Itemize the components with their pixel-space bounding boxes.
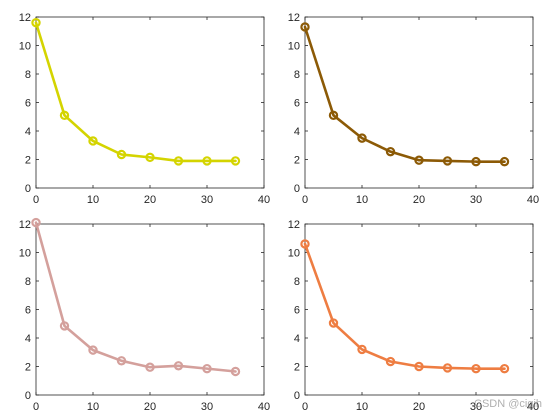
data-point xyxy=(145,362,155,372)
x-tick-label: 40 xyxy=(258,194,270,206)
x-tick-label: 20 xyxy=(413,401,425,413)
series-line xyxy=(303,25,506,163)
y-tick-label: 12 xyxy=(288,219,300,231)
x-tick-label: 40 xyxy=(527,401,539,413)
data-point xyxy=(59,110,70,121)
y-tick-label: 0 xyxy=(25,183,31,195)
x-tick-label: 30 xyxy=(201,194,213,206)
data-point xyxy=(202,156,212,166)
x-tick-label: 40 xyxy=(258,401,270,413)
data-point xyxy=(300,239,310,249)
y-tick-label: 6 xyxy=(294,305,300,317)
data-point xyxy=(230,366,241,377)
x-tick-label: 10 xyxy=(87,194,99,206)
subplot-4: 0 10 20 30 40 0 2 4 6 8 10 12 xyxy=(288,219,539,413)
y-tick-label: 12 xyxy=(19,219,31,231)
data-point xyxy=(385,146,396,157)
data-point xyxy=(59,321,70,331)
data-point xyxy=(173,156,184,166)
y-tick-label: 2 xyxy=(294,155,300,167)
data-point xyxy=(202,363,212,374)
y-tick-label: 4 xyxy=(25,333,31,345)
y-tick-label: 6 xyxy=(25,305,31,317)
y-tick-label: 8 xyxy=(294,69,300,81)
series-line xyxy=(34,21,237,163)
y-tick-label: 8 xyxy=(25,69,31,81)
x-tick-label: 20 xyxy=(413,194,425,206)
y-tick-label: 10 xyxy=(19,248,31,260)
data-point xyxy=(31,18,41,28)
axes-frame xyxy=(35,16,265,189)
y-tick-label: 10 xyxy=(288,41,300,53)
y-tick-label: 6 xyxy=(294,98,300,110)
data-point xyxy=(88,345,98,355)
series-line xyxy=(34,221,237,373)
data-point xyxy=(116,149,127,160)
y-tick-label: 2 xyxy=(25,155,31,167)
data-point xyxy=(230,156,241,166)
x-tick-label: 20 xyxy=(144,194,156,206)
data-point xyxy=(328,110,339,121)
data-point xyxy=(31,217,41,228)
y-tick-label: 4 xyxy=(294,126,300,138)
y-tick-label: 4 xyxy=(294,333,300,345)
series-line xyxy=(303,242,506,370)
x-tick-label: 40 xyxy=(527,194,539,206)
data-point xyxy=(442,156,453,166)
data-point xyxy=(385,356,396,367)
x-tick-label: 0 xyxy=(33,194,39,206)
x-tick-label: 20 xyxy=(144,401,156,413)
y-tick-label: 10 xyxy=(288,248,300,260)
data-point xyxy=(357,344,367,355)
watermark-text: CSDN @ciqih xyxy=(474,398,543,410)
y-tick-label: 2 xyxy=(25,362,31,374)
subplot-1: 0 10 20 30 40 0 2 4 6 8 10 12 xyxy=(19,12,270,206)
y-tick-label: 0 xyxy=(294,183,300,195)
y-tick-label: 12 xyxy=(19,12,31,24)
y-tick-label: 10 xyxy=(19,41,31,53)
y-tick-label: 6 xyxy=(25,98,31,110)
x-tick-label: 10 xyxy=(87,401,99,413)
x-tick-label: 0 xyxy=(302,194,308,206)
data-point xyxy=(300,22,310,32)
x-tick-label: 0 xyxy=(33,401,39,413)
y-tick-label: 8 xyxy=(294,276,300,288)
data-point xyxy=(116,356,127,366)
data-point xyxy=(414,155,424,165)
x-tick-label: 10 xyxy=(356,194,368,206)
subplot-3: 0 10 20 30 40 0 2 4 6 8 10 12 xyxy=(19,217,270,413)
y-tick-label: 12 xyxy=(288,12,300,24)
x-tick-label: 30 xyxy=(470,194,482,206)
x-tick-label: 0 xyxy=(302,401,308,413)
data-point xyxy=(173,361,184,371)
x-tick-label: 30 xyxy=(470,401,482,413)
data-point xyxy=(471,363,481,374)
subplot-2: 0 10 20 30 40 0 2 4 6 8 10 12 xyxy=(288,12,539,206)
data-point xyxy=(145,152,155,163)
x-tick-label: 30 xyxy=(201,401,213,413)
data-point xyxy=(414,361,424,372)
data-point xyxy=(499,363,510,374)
y-tick-label: 4 xyxy=(25,126,31,138)
data-point xyxy=(88,136,98,146)
y-tick-label: 0 xyxy=(25,390,31,402)
data-point xyxy=(499,156,510,167)
data-point xyxy=(442,363,453,373)
data-point xyxy=(471,156,481,167)
data-point xyxy=(357,133,367,143)
x-tick-label: 10 xyxy=(356,401,368,413)
y-tick-label: 0 xyxy=(294,390,300,402)
y-tick-label: 2 xyxy=(294,362,300,374)
axes-frame xyxy=(35,223,265,396)
y-tick-label: 8 xyxy=(25,276,31,288)
data-point xyxy=(328,318,339,328)
